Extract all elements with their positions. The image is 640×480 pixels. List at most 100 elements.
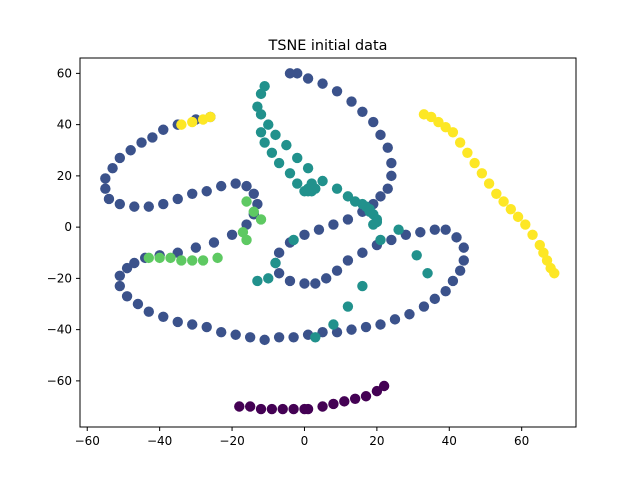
scatter-point-yellow: [491, 188, 502, 200]
scatter-point-slate-blue: [143, 306, 154, 317]
axes-frame: [79, 57, 577, 428]
scatter-point-slate-blue: [132, 298, 144, 310]
scatter-point-teal: [317, 175, 328, 187]
scatter-point-dark-purple: [328, 398, 339, 410]
scatter-point-dark-purple: [371, 385, 383, 397]
scatter-point-slate-blue: [114, 280, 126, 292]
scatter-point-teal: [270, 129, 281, 141]
scatter-point-slate-blue: [299, 229, 310, 241]
scatter-point-teal: [302, 186, 314, 197]
scatter-point-slate-blue: [100, 173, 111, 184]
scatter-point-yellow: [205, 111, 216, 123]
scatter-point-slate-blue: [357, 106, 368, 118]
scatter-point-light-green: [212, 252, 223, 264]
scatter-point-dark-purple: [288, 403, 299, 415]
scatter-point-teal: [357, 280, 368, 292]
scatter-point-teal: [393, 224, 404, 235]
scatter-point-slate-blue: [357, 247, 368, 258]
x-tick-label: −20: [219, 434, 244, 448]
scatter-point-teal: [328, 319, 339, 330]
scatter-point-slate-blue: [320, 273, 332, 284]
scatter-point-dark-purple: [255, 403, 267, 415]
y-tick-label: −60: [47, 374, 72, 388]
scatter-point-dark-purple: [339, 396, 350, 407]
scatter-point-dark-purple: [277, 403, 288, 415]
scatter-point-slate-blue: [288, 332, 299, 343]
scatter-point-dark-purple: [378, 380, 390, 392]
scatter-point-slate-blue: [331, 265, 343, 276]
scatter-point-slate-blue: [346, 96, 357, 107]
scatter-point-slate-blue: [447, 275, 459, 287]
scatter-point-light-green: [143, 252, 154, 264]
scatter-point-slate-blue: [121, 291, 133, 302]
scatter-point-teal: [310, 332, 321, 343]
scatter-point-slate-blue: [368, 116, 379, 128]
scatter-point-slate-blue: [400, 229, 412, 241]
scatter-point-light-green: [165, 252, 176, 264]
scatter-point-teal: [302, 162, 314, 174]
scatter-point-yellow: [549, 268, 560, 279]
x-tick-label: 60: [514, 434, 529, 448]
scatter-point-teal: [342, 191, 354, 202]
scatter-point-slate-blue: [103, 193, 115, 205]
scatter-point-dark-purple: [349, 393, 361, 405]
scatter-point-yellow: [454, 137, 466, 148]
x-tick-label: −40: [147, 434, 172, 448]
scatter-point-slate-blue: [226, 229, 238, 241]
scatter-point-yellow: [425, 111, 437, 123]
scatter-point-yellow: [527, 229, 538, 241]
scatter-point-light-green: [241, 234, 252, 246]
scatter-point-slate-blue: [259, 334, 270, 346]
scatter-point-slate-blue: [187, 319, 198, 330]
scatter-point-slate-blue: [201, 186, 212, 197]
scatter-point-teal: [422, 268, 433, 279]
scatter-point-teal: [411, 250, 422, 261]
scatter-point-yellow: [498, 196, 509, 207]
scatter-point-slate-blue: [454, 265, 466, 276]
scatter-point-slate-blue: [360, 321, 372, 333]
scatter-point-slate-blue: [375, 129, 386, 141]
scatter-point-light-green: [154, 252, 165, 264]
scatter-point-slate-blue: [273, 268, 285, 279]
scatter-point-yellow: [505, 203, 517, 215]
scatter-point-slate-blue: [313, 224, 325, 235]
scatter-point-yellow: [512, 211, 524, 223]
scatter-point-slate-blue: [125, 145, 136, 156]
scatter-point-slate-blue: [386, 157, 397, 169]
scatter-point-slate-blue: [172, 193, 183, 205]
scatter-point-slate-blue: [292, 68, 303, 79]
scatter-point-slate-blue: [317, 326, 328, 338]
scatter-point-slate-blue: [244, 332, 256, 343]
x-tick-label: 20: [369, 434, 384, 448]
scatter-point-yellow: [462, 147, 473, 159]
y-tick-label: −20: [47, 271, 72, 285]
scatter-point-slate-blue: [172, 316, 183, 328]
scatter-point-slate-blue: [136, 137, 147, 148]
scatter-point-slate-blue: [317, 78, 328, 89]
scatter-point-teal: [292, 178, 303, 189]
scatter-point-teal: [255, 127, 267, 138]
scatter-point-slate-blue: [375, 319, 386, 330]
scatter-point-yellow: [440, 121, 451, 133]
scatter-point-light-green: [176, 255, 187, 266]
scatter-point-slate-blue: [375, 191, 386, 202]
scatter-point-light-green: [248, 206, 259, 217]
scatter-point-slate-blue: [346, 324, 357, 335]
scatter-point-slate-blue: [299, 278, 310, 289]
x-tick-label: −60: [75, 434, 100, 448]
scatter-point-slate-blue: [158, 198, 169, 210]
scatter-point-slate-blue: [273, 332, 285, 343]
scatter-point-slate-blue: [284, 68, 296, 79]
scatter-point-dark-purple: [266, 403, 278, 415]
scatter-point-dark-purple: [244, 401, 256, 412]
scatter-point-teal: [281, 139, 292, 151]
scatter-point-slate-blue: [273, 247, 285, 258]
scatter-point-dark-purple: [302, 403, 314, 415]
scatter-point-light-green: [197, 255, 209, 266]
scatter-point-yellow: [483, 178, 495, 189]
y-tick-label: 60: [57, 66, 72, 80]
scatter-point-yellow: [469, 157, 480, 169]
scatter-point-yellow: [176, 119, 187, 130]
